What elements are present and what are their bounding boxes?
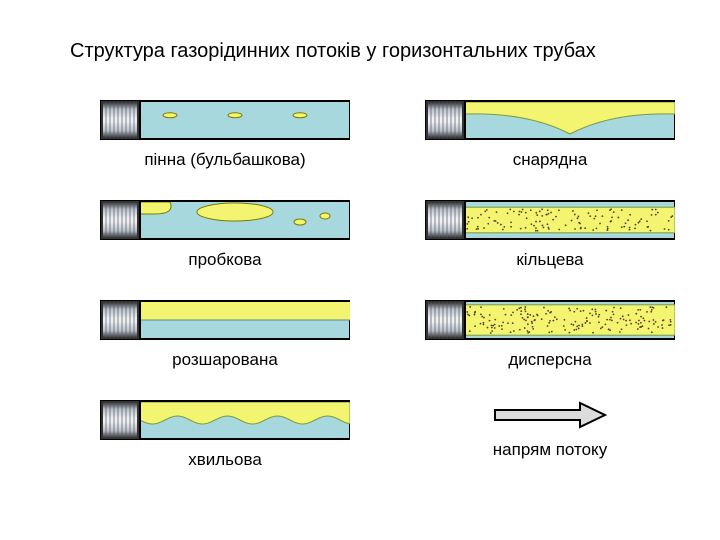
label-annular: кільцева [420, 250, 680, 270]
label-plug: пробкова [95, 250, 355, 270]
label-stratified: розшарована [95, 350, 355, 370]
pipe-foam [100, 100, 350, 140]
flow-slug: снарядна [420, 100, 680, 170]
label-dispersed: дисперсна [420, 350, 680, 370]
arrow-icon [490, 400, 610, 430]
label-wavy: хвильова [95, 450, 355, 470]
flow-annular: кільцева [420, 200, 680, 270]
pipe-dispersed [425, 300, 675, 340]
flow-foam: пінна (бульбашкова) [95, 100, 355, 170]
label-foam: пінна (бульбашкова) [95, 150, 355, 170]
label-flow-dir: напрям потоку [420, 440, 680, 460]
flow-stratified: розшарована [95, 300, 355, 370]
page-title: Структура газорідинних потоків у горизон… [70, 40, 596, 63]
flow-dispersed: дисперсна [420, 300, 680, 370]
label-slug: снарядна [420, 150, 680, 170]
pipe-annular [425, 200, 675, 240]
flow-wavy: хвильова [95, 400, 355, 470]
pipe-plug [100, 200, 350, 240]
pipe-stratified [100, 300, 350, 340]
flow-plug: пробкова [95, 200, 355, 270]
pipe-wavy [100, 400, 350, 440]
pipe-slug [425, 100, 675, 140]
flow-direction: напрям потоку [420, 400, 680, 460]
